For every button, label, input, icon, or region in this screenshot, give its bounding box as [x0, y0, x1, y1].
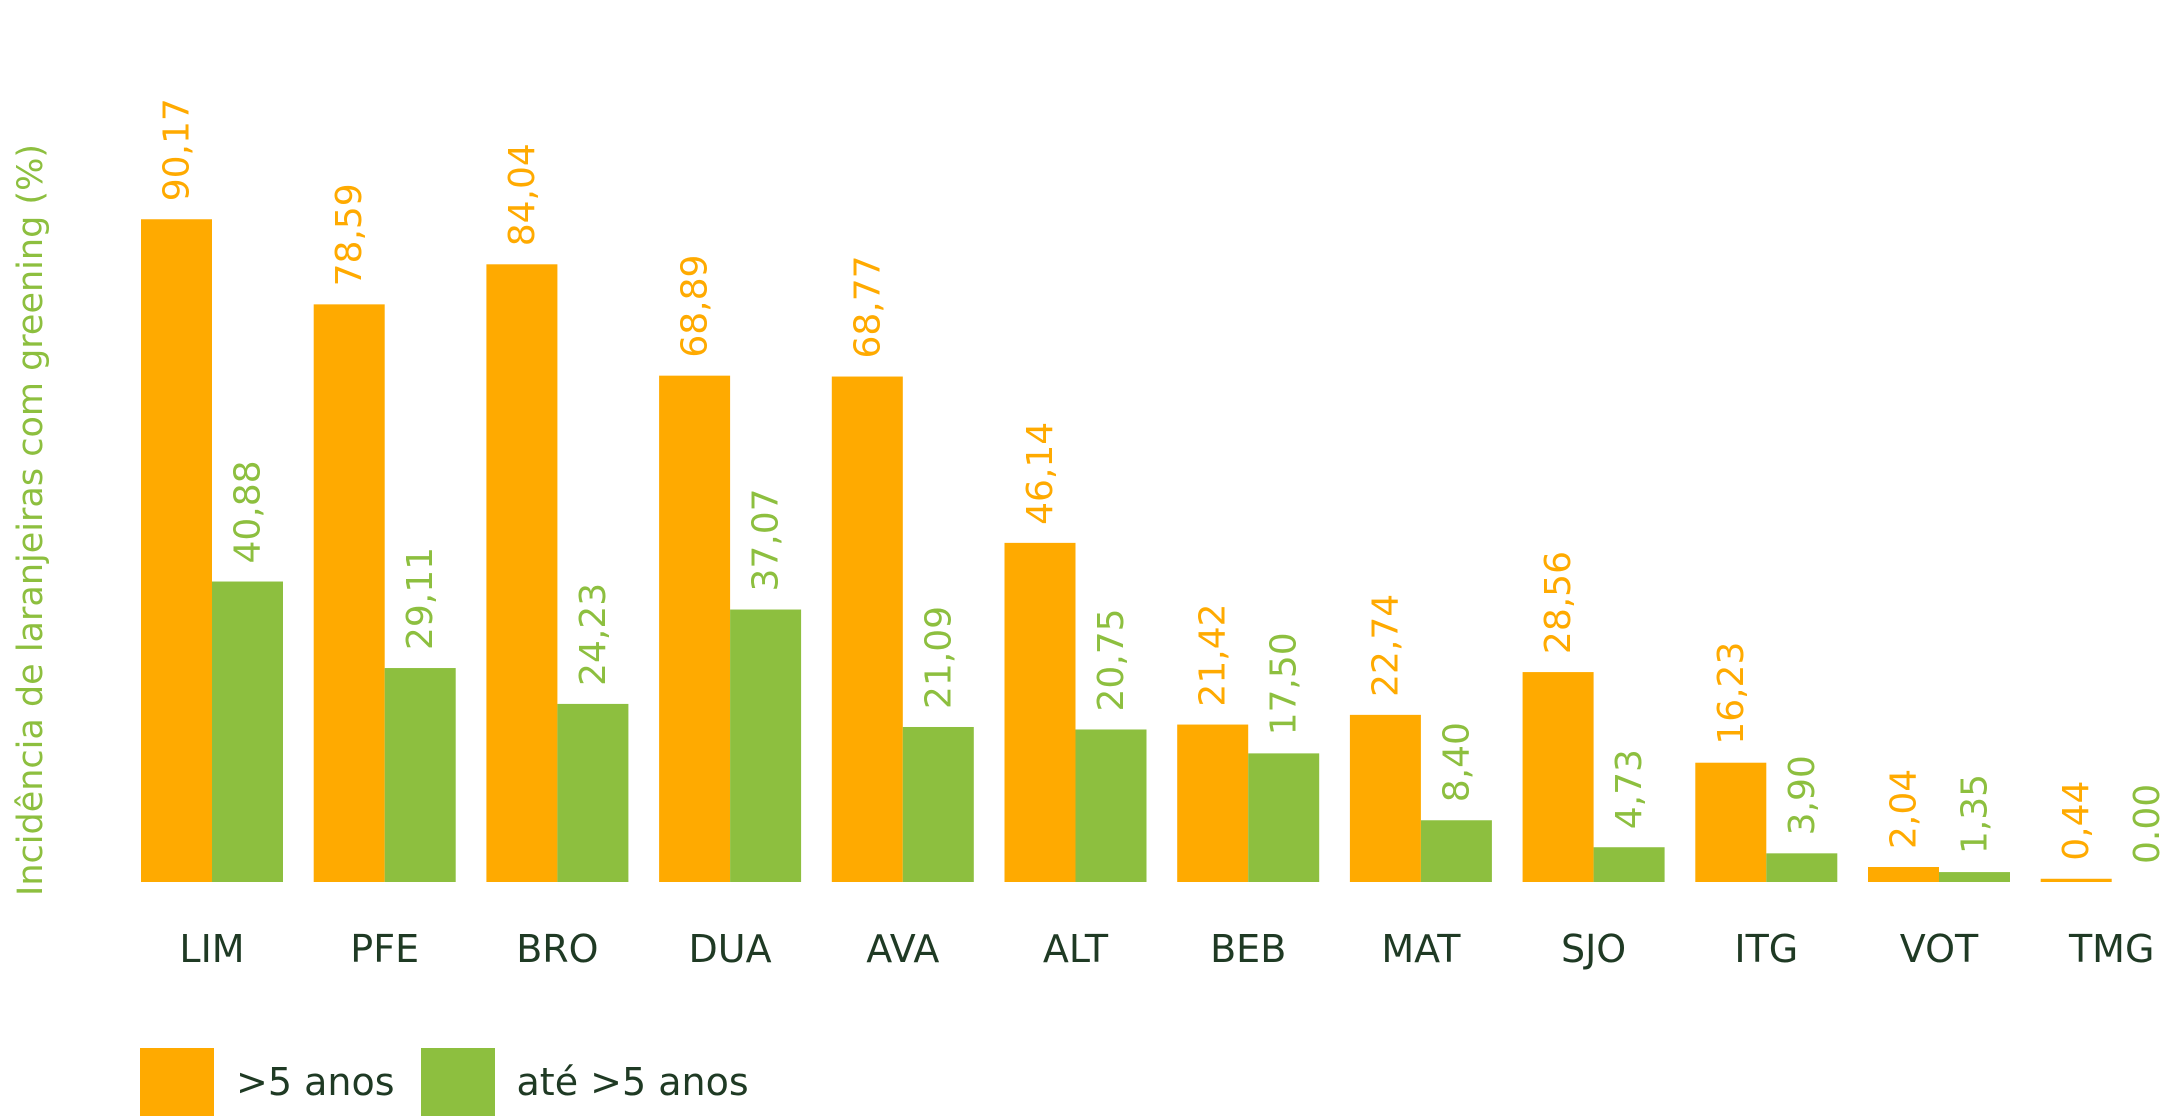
category-label-tmg: TMG [2068, 927, 2154, 971]
legend-item-over-5: >5 anos [140, 1048, 395, 1116]
value-label-alt-series-0: 46,14 [1020, 422, 1061, 525]
value-label-bro-series-0: 84,04 [502, 143, 543, 246]
value-label-tmg-series-0: 0,44 [2056, 781, 2097, 861]
bar-sjo-series-1 [1593, 847, 1665, 882]
bar-vot-series-1 [1939, 872, 2010, 882]
value-label-lim-series-1: 40,88 [228, 460, 269, 563]
category-label-ava: AVA [866, 927, 939, 971]
category-label-alt: ALT [1043, 927, 1109, 971]
bar-alt-series-1 [1075, 729, 1147, 882]
value-label-vot-series-0: 2,04 [1884, 769, 1925, 849]
bar-mat-series-0 [1349, 714, 1421, 882]
category-label-pfe: PFE [350, 927, 419, 971]
value-label-dua-series-1: 37,07 [746, 488, 787, 591]
legend-item-up-to-5: até >5 anos [420, 1048, 749, 1116]
legend-swatch-up-to-5 [420, 1048, 495, 1116]
bars-group [141, 219, 2112, 883]
category-label-itg: ITG [1734, 927, 1798, 971]
value-label-beb-series-1: 17,50 [1264, 632, 1305, 735]
bar-beb-series-0 [1177, 724, 1249, 882]
value-label-dua-series-0: 68,89 [675, 255, 716, 358]
bar-alt-series-0 [1004, 542, 1076, 882]
category-label-sjo: SJO [1561, 927, 1626, 971]
y-axis-label: Incidência de laranjeiras com greening (… [11, 144, 51, 896]
bar-tmg-series-0 [2040, 878, 2112, 882]
legend-label-up-to-5: até >5 anos [516, 1060, 749, 1104]
bar-itg-series-0 [1695, 762, 1767, 882]
category-label-bro: BRO [516, 927, 598, 971]
value-label-vot-series-1: 1,35 [1955, 774, 1996, 854]
value-label-tmg-series-1: 0.00 [2127, 784, 2168, 864]
value-label-beb-series-0: 21,42 [1193, 604, 1234, 707]
category-label-dua: DUA [689, 927, 772, 971]
value-label-sjo-series-0: 28,56 [1538, 551, 1579, 654]
bar-lim-series-1 [212, 581, 283, 882]
value-label-ava-series-1: 21,09 [918, 606, 959, 709]
value-label-mat-series-0: 22,74 [1365, 594, 1406, 697]
bar-vot-series-0 [1868, 867, 1939, 882]
value-label-itg-series-0: 16,23 [1711, 642, 1752, 745]
value-label-itg-series-1: 3,90 [1782, 755, 1823, 835]
category-label-beb: BEB [1210, 927, 1286, 971]
value-labels-group: 90,17 40,88 78,59 29,11 84,04 24,23 68,89 37,07… [157, 98, 2169, 864]
bar-dua-series-1 [730, 609, 802, 882]
category-label-lim: LIM [179, 927, 244, 971]
value-label-ava-series-0: 68,77 [847, 255, 888, 358]
category-labels-group: LIM PFE BRO DUA AVA ALT BEB MAT SJO ITG VOT TMG [179, 927, 2154, 971]
category-label-vot: VOT [1900, 927, 1979, 971]
bar-mat-series-1 [1420, 820, 1492, 882]
bar-ava-series-0 [831, 376, 903, 882]
bar-bro-series-0 [486, 264, 558, 882]
bar-itg-series-1 [1766, 853, 1838, 882]
value-label-alt-series-1: 20,75 [1091, 608, 1132, 711]
value-label-sjo-series-1: 4,73 [1609, 749, 1650, 829]
bar-lim-series-0 [141, 219, 212, 883]
value-label-lim-series-0: 90,17 [157, 98, 198, 201]
value-label-bro-series-1: 24,23 [573, 583, 614, 686]
legend-label-over-5: >5 anos [236, 1060, 395, 1104]
bar-dua-series-0 [659, 375, 731, 882]
bar-pfe-series-0 [313, 304, 385, 882]
bar-beb-series-1 [1248, 753, 1320, 882]
bar-sjo-series-0 [1522, 672, 1594, 882]
legend-swatch-over-5 [140, 1048, 214, 1116]
value-label-pfe-series-0: 78,59 [329, 183, 370, 286]
bar-bro-series-1 [557, 703, 629, 882]
legend: >5 anos até >5 anos [140, 1048, 775, 1116]
bar-pfe-series-1 [384, 668, 456, 882]
value-label-pfe-series-1: 29,11 [400, 547, 441, 650]
value-label-mat-series-1: 8,40 [1436, 722, 1477, 802]
category-label-mat: MAT [1381, 927, 1461, 971]
bar-ava-series-1 [902, 726, 974, 882]
